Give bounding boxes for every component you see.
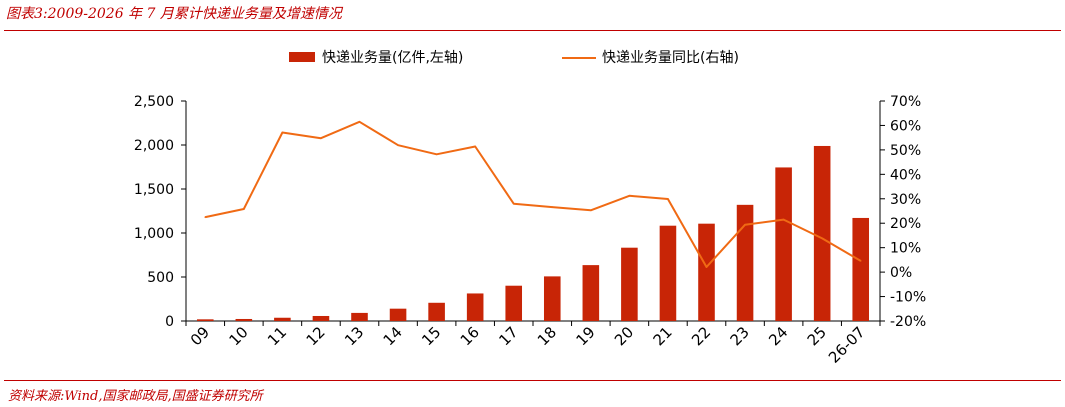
right-tick-label: -20%: [890, 314, 926, 330]
growth-point: [474, 145, 476, 148]
growth-point: [204, 216, 207, 218]
growth-point: [435, 153, 438, 156]
bar: [466, 293, 484, 321]
left-tick-label: 0: [165, 314, 174, 330]
growth-point: [551, 206, 554, 208]
x-tick-label: 24: [765, 323, 791, 349]
x-tick-label: 25: [804, 323, 830, 349]
growth-point: [397, 144, 399, 147]
left-tick-label: 500: [147, 270, 174, 286]
bar: [775, 167, 792, 321]
right-tick-label: 0%: [890, 265, 912, 281]
growth-point: [705, 266, 708, 268]
legend-bar-swatch: [289, 52, 315, 62]
bar: [351, 312, 368, 321]
x-tick-label: 26-07: [825, 323, 869, 367]
right-tick-label: 10%: [890, 241, 921, 257]
right-tick-label: 60%: [890, 118, 921, 134]
x-tick-label: 23: [727, 323, 753, 349]
figure-title: 图表3:2009-2026 年 7 月累计快递业务量及增速情况: [6, 6, 342, 22]
x-tick-label: 14: [380, 323, 406, 349]
legend-line-label: 快递业务量同比(右轴): [602, 50, 739, 66]
top-divider: [4, 30, 1061, 31]
left-tick-label: 2,500: [134, 94, 174, 110]
legend-bar-label: 快递业务量(亿件,左轴): [322, 50, 463, 66]
x-tick-label: 16: [457, 323, 483, 349]
right-tick-label: 30%: [890, 192, 921, 208]
bar: [312, 315, 330, 321]
bar-series: [196, 145, 870, 321]
bar: [505, 285, 523, 321]
right-tick-label: 70%: [890, 94, 921, 110]
bar: [621, 247, 638, 321]
bar: [235, 318, 253, 321]
bar: [698, 223, 715, 321]
growth-point: [281, 131, 284, 134]
bottom-divider: [4, 380, 1061, 381]
bar: [543, 276, 561, 321]
bar: [389, 308, 407, 321]
left-tick-label: 2,000: [134, 138, 174, 154]
growth-point: [628, 195, 631, 197]
growth-line: [205, 120, 862, 268]
bar: [813, 145, 831, 321]
left-tick-label: 1,500: [134, 182, 174, 198]
growth-point: [320, 137, 322, 139]
growth-point: [859, 260, 862, 262]
right-tick-label: 40%: [890, 167, 921, 183]
x-tick-label: 11: [264, 323, 290, 349]
bar: [428, 302, 445, 321]
bar: [659, 225, 677, 321]
growth-point: [243, 208, 245, 210]
bar: [852, 217, 870, 321]
x-tick-label: 18: [534, 323, 560, 349]
x-tick-label: 10: [225, 323, 251, 349]
x-tick-label: 13: [341, 323, 367, 349]
growth-point: [590, 209, 592, 212]
source-note: 资料来源:Wind,国家邮政局,国盛证券研究所: [8, 389, 263, 404]
bar: [582, 265, 600, 321]
x-tick-label: 20: [611, 323, 637, 349]
left-tick-label: 1,000: [134, 226, 174, 242]
growth-point: [744, 223, 746, 226]
x-tick-label: 12: [303, 323, 329, 349]
x-tick-label: 22: [688, 323, 714, 349]
legend: 快递业务量(亿件,左轴) 快递业务量同比(右轴): [289, 50, 739, 66]
bar: [196, 319, 214, 321]
x-tick-label: 19: [572, 323, 598, 349]
axes: 0 500 1,000 1,500 2,000 2,500 -20% -10% 0% 10% 20%…: [134, 94, 926, 330]
x-tick-label: 21: [650, 323, 676, 349]
x-tick-label: 09: [187, 323, 213, 349]
x-tick-label: 17: [495, 323, 521, 349]
growth-point: [358, 120, 361, 123]
right-tick-label: 20%: [890, 216, 921, 232]
bar: [274, 317, 291, 321]
growth-point: [512, 202, 515, 205]
growth-point: [821, 237, 823, 240]
growth-point: [667, 198, 669, 200]
growth-point: [782, 218, 785, 221]
x-tick-label: 15: [418, 323, 444, 349]
right-tick-label: 50%: [890, 143, 921, 159]
bar: [736, 204, 754, 321]
right-tick-label: -10%: [890, 290, 926, 306]
line-series: [204, 120, 862, 268]
